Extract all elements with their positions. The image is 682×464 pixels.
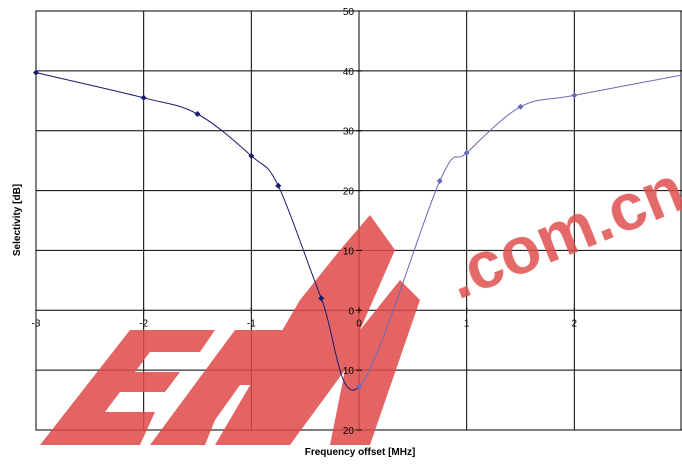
y-tick-label: 10 — [343, 246, 355, 257]
epw-watermark: .com.cn — [40, 151, 682, 445]
data-point-marker — [194, 110, 201, 117]
watermark-logo-w — [215, 215, 420, 445]
data-point-marker — [140, 94, 147, 101]
x-tick-label: -3 — [32, 318, 41, 329]
y-tick-label: 30 — [343, 127, 355, 138]
series-layer — [33, 69, 682, 391]
data-point-marker — [318, 295, 325, 302]
x-tick-label: 0 — [356, 318, 362, 329]
x-tick-label: -2 — [139, 318, 148, 329]
data-point-marker — [517, 103, 524, 110]
y-tick-label: 20 — [343, 426, 355, 437]
y-tick-label: 50 — [343, 7, 355, 18]
data-point-marker — [356, 383, 362, 390]
data-point-marker — [33, 69, 39, 76]
data-point-marker — [275, 182, 282, 189]
data-point-marker — [571, 92, 578, 99]
data-point-marker — [436, 177, 443, 184]
watermark-logo-e — [40, 330, 215, 445]
y-tick-label: 20 — [343, 187, 355, 198]
tick-labels: -3 -2 -1 0 1 2 20 10 0 10 20 30 40 50 — [32, 7, 578, 437]
x-tick-label: -1 — [247, 318, 256, 329]
x-tick-label: 2 — [572, 318, 578, 329]
x-axis-title: Frequency offset [MHz] — [305, 447, 416, 458]
watermark-text: .com.cn — [436, 151, 682, 313]
y-tick-label: 40 — [343, 67, 355, 78]
data-point-marker — [248, 152, 255, 159]
series-line-right — [358, 74, 682, 388]
x-tick-label: 1 — [464, 318, 470, 329]
y-tick-label: 10 — [343, 366, 355, 377]
y-tick-label: 0 — [348, 306, 354, 317]
y-axis-title: Selectivity [dB] — [12, 184, 23, 256]
data-point-marker — [463, 149, 470, 156]
